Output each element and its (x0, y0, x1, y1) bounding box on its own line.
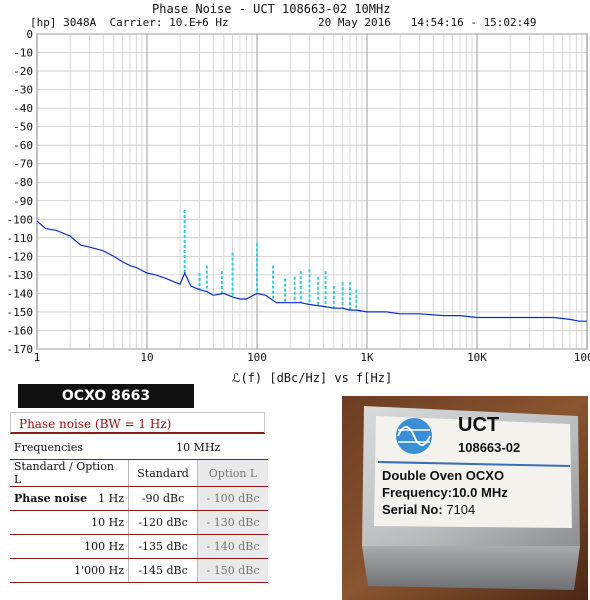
y-tick-label: 0 (26, 28, 33, 41)
offset-value: 1'000 Hz (10, 558, 129, 583)
option-value: - 100 dBc (197, 486, 268, 511)
frequencies-label: Frequencies (10, 436, 129, 460)
x-tick-label: 100 (247, 351, 267, 364)
y-tick-label: -70 (13, 158, 33, 171)
column-standard: Standard (128, 459, 198, 487)
standard-value: -120 dBc (128, 510, 198, 535)
x-tick-label: 10 (140, 351, 153, 364)
ocxo-photo: UCT 108663-02 Double Oven OCXO Frequency… (342, 396, 588, 600)
x-tick-label: 1K (360, 351, 374, 364)
table-row: Phase noise 1 Hz -90 dBc - 100 dBc (10, 486, 268, 511)
frequency-value: 10 MHz (128, 436, 268, 460)
chart-title: Phase Noise - UCT 108663-02 10MHz (152, 2, 391, 16)
photo-model: 108663-02 (458, 440, 521, 455)
chart-info-left: [hp] 3048A Carrier: 10.E+6 Hz (30, 16, 229, 29)
y-tick-label: -20 (13, 65, 33, 78)
y-tick-label: -170 (7, 343, 34, 356)
ocxo-spec-card: OCXO 8663 Phase noise (BW = 1 Hz) Freque… (10, 384, 270, 594)
chart-info-right: 20 May 2016 14:54:16 - 15:02:49 (318, 16, 537, 29)
y-tick-label: -130 (7, 269, 34, 282)
y-tick-label: -60 (13, 139, 33, 152)
column-label: Standard / Option L (10, 459, 129, 487)
x-tick-label: 100K (574, 351, 590, 364)
ocxo-photo-svg (342, 396, 588, 600)
chart-svg: 0 -10 -20 -30 -40 -50 -60 -70 -80 -90 -100 -110 -120… (7, 28, 590, 385)
photo-brand: UCT (458, 414, 500, 436)
y-tick-label: -150 (7, 306, 34, 319)
photo-line-1: Double Oven OCXO (382, 468, 505, 483)
spec-table: Frequencies 10 MHz Standard / Option L S… (10, 436, 268, 583)
photo-line-2: Frequency:10.0 MHz (382, 485, 508, 500)
y-tick-label: -40 (13, 102, 33, 115)
y-tick-label: -30 (13, 84, 33, 97)
table-row: 1'000 Hz -145 dBc - 150 dBc (10, 558, 268, 583)
y-tick-label: -160 (7, 324, 34, 337)
x-tick-label: 10K (467, 351, 487, 364)
offset-value: 10 Hz (10, 510, 129, 535)
offset-value: 100 Hz (10, 534, 129, 559)
table-row: 100 Hz -135 dBc - 140 dBc (10, 534, 268, 559)
photo-line-3: Serial No: 7104 (382, 502, 475, 517)
y-tick-label: -80 (13, 176, 33, 189)
plot-frame (36, 33, 588, 350)
column-option-l: Option L (197, 459, 268, 487)
spec-card-subtitle: Phase noise (BW = 1 Hz) (10, 412, 265, 434)
x-tick-label: 1 (34, 351, 41, 364)
table-row: Standard / Option L Standard Option L (10, 459, 268, 487)
globe-logo-icon (396, 418, 432, 454)
serial-value: 7104 (446, 502, 476, 517)
phase-noise-chart: Phase Noise - UCT 108663-02 10MHz [hp] 3… (7, 2, 590, 385)
y-tick-label: -100 (7, 213, 34, 226)
standard-value: -145 dBc (128, 558, 198, 583)
option-value: - 150 dBc (197, 558, 268, 583)
y-tick-label: -50 (13, 121, 33, 134)
y-tick-label: -120 (7, 250, 34, 263)
phase-noise-line (36, 220, 587, 322)
y-tick-label: -140 (7, 287, 34, 300)
phase-noise-label: Phase noise (14, 492, 88, 505)
option-value: - 130 dBc (197, 510, 268, 535)
standard-value: -135 dBc (128, 534, 198, 559)
table-row: Frequencies 10 MHz (10, 436, 268, 460)
standard-value: -90 dBc (128, 486, 198, 511)
option-value: - 140 dBc (197, 534, 268, 559)
y-tick-label: -110 (7, 232, 34, 245)
can-side (362, 546, 580, 590)
offset-value: 1 Hz (98, 492, 124, 505)
label-divider (377, 461, 571, 467)
x-axis-label: ℒ(f) [dBc/Hz] vs f[Hz] (232, 371, 392, 385)
table-row: 10 Hz -120 dBc - 130 dBc (10, 510, 268, 535)
y-tick-label: -10 (13, 47, 33, 60)
spec-card-title: OCXO 8663 (18, 384, 194, 408)
serial-label: Serial No: (382, 502, 443, 517)
row-label: Phase noise 1 Hz (10, 486, 129, 511)
y-tick-label: -90 (13, 195, 33, 208)
